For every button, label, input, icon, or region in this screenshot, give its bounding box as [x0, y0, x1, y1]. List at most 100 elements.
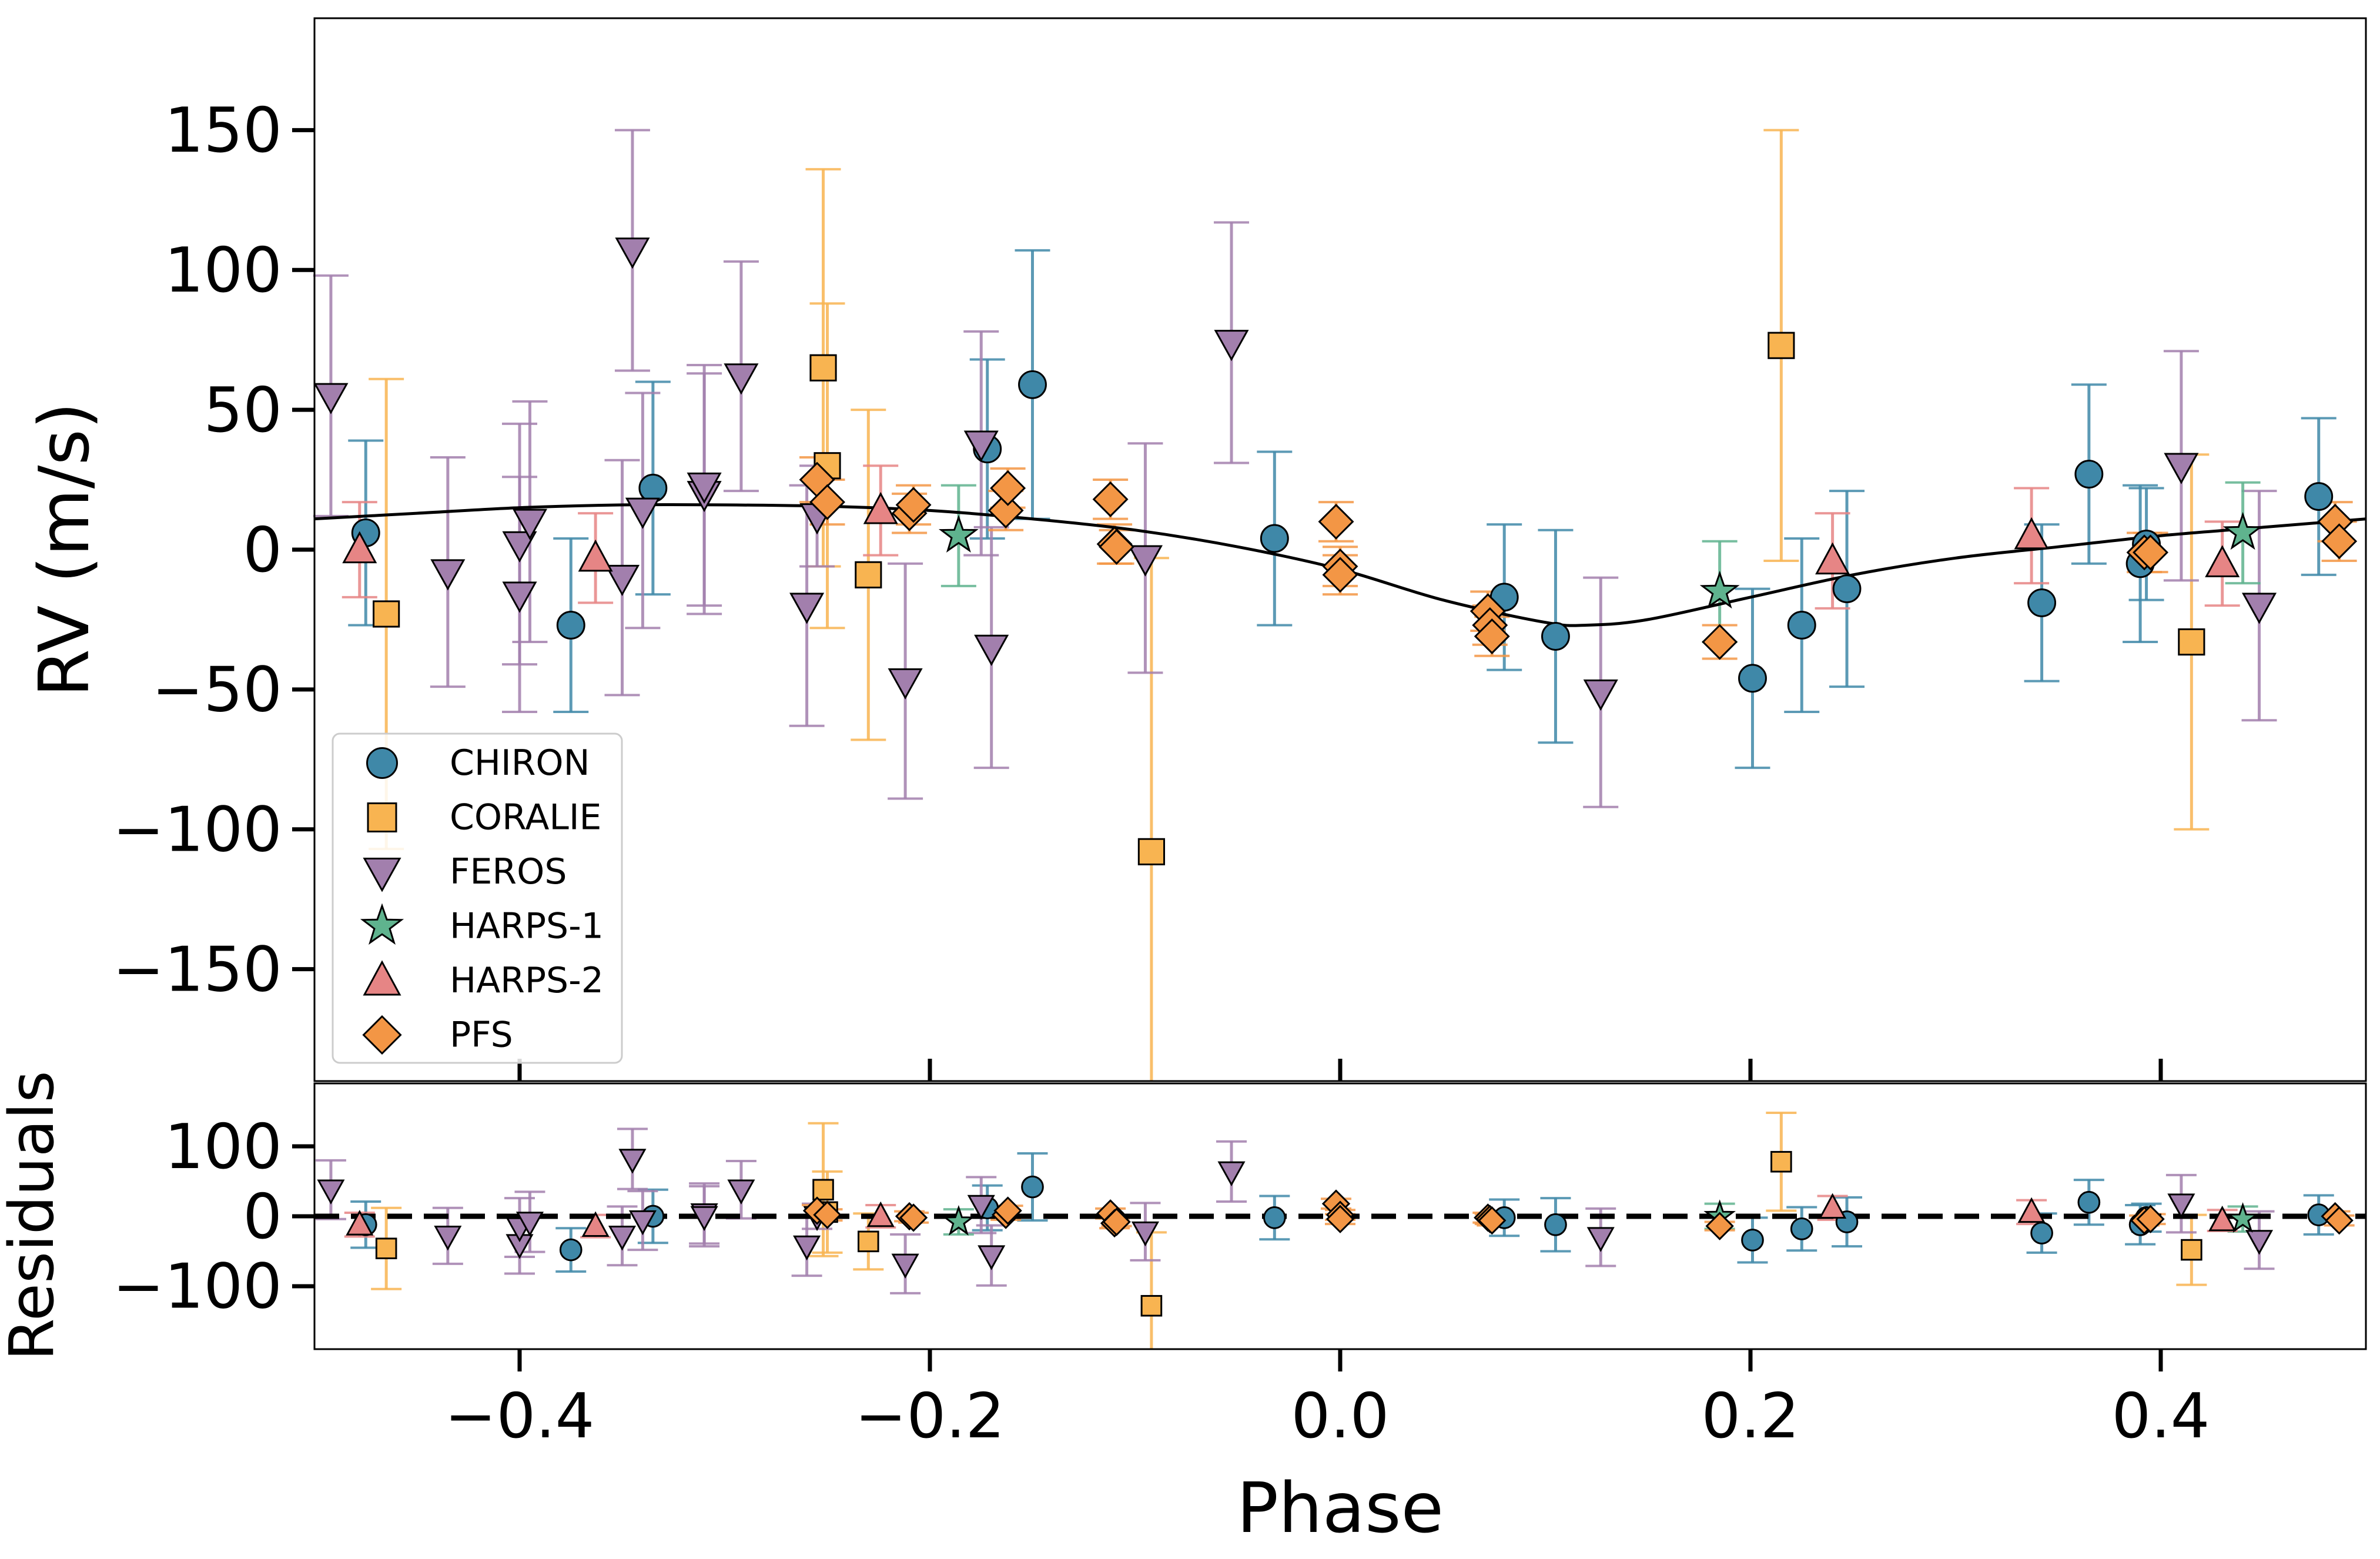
legend-marker-feros — [363, 858, 401, 892]
feros-point — [317, 1179, 345, 1205]
pfs-point — [1474, 618, 1510, 654]
feros-point — [615, 237, 650, 269]
chiron-point — [556, 611, 585, 640]
pfs-point — [2325, 1206, 2354, 1235]
pfs-point — [2133, 534, 2169, 571]
coralie-point — [373, 600, 400, 628]
y-tick-label: 0 — [243, 514, 282, 586]
feros-point — [2245, 1230, 2274, 1255]
pfs-point — [993, 1196, 1022, 1225]
chiron-point — [2030, 1222, 2053, 1244]
pfs-point — [1099, 528, 1135, 565]
feros-point — [625, 497, 660, 529]
coralie-point — [1137, 838, 1166, 865]
harps-2-point — [346, 1210, 374, 1236]
chiron-point — [1021, 1175, 1044, 1199]
residual-data-points — [317, 1149, 2354, 1317]
pfs-point — [1102, 1207, 1131, 1236]
x-tick-label: −0.2 — [855, 1380, 1005, 1452]
pfs-point — [1478, 1206, 1507, 1235]
feros-point — [727, 1179, 755, 1205]
rv-data-points — [313, 237, 2358, 865]
feros-point — [313, 383, 349, 414]
feros-point — [888, 668, 923, 700]
feros-point — [1127, 545, 1163, 577]
feros-point — [690, 1206, 718, 1232]
x-tick-label: 0.0 — [1291, 1380, 1390, 1452]
chiron-point — [1832, 574, 1862, 604]
feros-point — [1217, 1161, 1246, 1187]
legend-marker-coralie — [367, 802, 397, 832]
coralie-point — [375, 1237, 397, 1260]
feros-point — [1214, 330, 1249, 362]
harps-2-point — [581, 1211, 610, 1237]
feros-point — [2164, 453, 2199, 484]
chiron-point — [1790, 1217, 1813, 1240]
chiron-point — [1741, 1229, 1764, 1252]
pfs-point — [988, 492, 1024, 528]
y-tick-label: 50 — [203, 374, 282, 446]
harps-1-point — [2227, 1202, 2259, 1233]
chiron-point — [638, 473, 668, 503]
coralie-point — [1768, 332, 1795, 359]
harps-1-point — [1699, 570, 1740, 609]
y-tick-label: −150 — [113, 934, 282, 1005]
feros-point — [1583, 679, 1618, 711]
legend-label-chiron: CHIRON — [450, 742, 590, 784]
feros-point — [724, 363, 759, 395]
legend-label-harps-2: HARPS-2 — [450, 960, 604, 1001]
chiron-point — [1738, 664, 1767, 693]
harps-2-point — [1815, 542, 1850, 575]
keplerian-model-line — [314, 503, 2366, 627]
feros-point — [434, 1226, 462, 1251]
feros-point — [687, 472, 722, 504]
feros-point — [2167, 1193, 2195, 1219]
feros-point — [502, 581, 537, 613]
legend-marker-harps-1 — [360, 903, 404, 945]
pfs-point — [895, 487, 932, 523]
harps-1-point — [942, 1205, 975, 1236]
chiron-point — [559, 1238, 583, 1262]
y-tick-label: 100 — [165, 1111, 282, 1183]
feros-point — [793, 1235, 821, 1261]
harps-2-point — [1819, 1193, 1847, 1219]
pfs-point — [990, 470, 1026, 506]
chiron-point — [1544, 1213, 1567, 1236]
harps-2-point — [866, 1201, 895, 1227]
feros-point — [1586, 1227, 1615, 1252]
feros-point — [2241, 593, 2277, 624]
y-tick-label: 150 — [165, 95, 282, 166]
coralie-point — [809, 354, 837, 382]
pfs-point — [1318, 503, 1354, 540]
coralie-point — [2178, 628, 2205, 656]
chiron-point — [2077, 1190, 2101, 1214]
y-tick-label: 0 — [243, 1181, 282, 1253]
legend-marker-chiron — [366, 747, 398, 779]
pfs-point — [1322, 557, 1358, 593]
y-tick-label: −100 — [113, 794, 282, 866]
coralie-point — [2181, 1239, 2202, 1261]
coralie-point — [858, 1230, 879, 1253]
pfs-point — [1092, 481, 1129, 517]
coralie-point — [855, 561, 882, 588]
legend-frame — [332, 732, 623, 1064]
harps-2-point — [2014, 517, 2049, 550]
chiron-point — [1260, 524, 1289, 553]
chiron-point — [1541, 622, 1570, 651]
pfs-point — [2136, 1205, 2165, 1233]
chiron-point — [2027, 588, 2057, 617]
feros-point — [1131, 1221, 1159, 1247]
harps-2-point — [342, 531, 377, 564]
rv-x-ticks — [517, 1059, 2163, 1081]
harps-2-point — [863, 491, 898, 524]
feros-point — [963, 430, 999, 462]
feros-point — [891, 1253, 919, 1279]
y-tick-label: 100 — [165, 235, 282, 306]
feros-point — [618, 1149, 647, 1174]
pfs-point — [809, 484, 845, 520]
feros-point — [608, 1226, 637, 1251]
harps-2-point — [2205, 545, 2240, 577]
